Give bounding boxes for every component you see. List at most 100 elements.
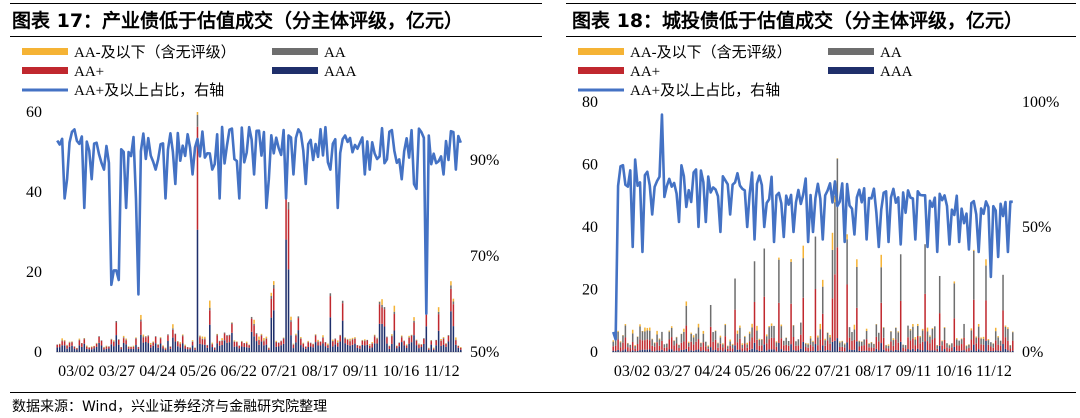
- bar-segment-aa-plus: [719, 343, 722, 351]
- bar-segment-aa-plus: [843, 347, 846, 352]
- bar-segment-aa: [381, 304, 383, 308]
- bar-segment-aa-below: [184, 344, 186, 346]
- bar-segment-aaa: [1009, 351, 1012, 352]
- bar-segment-aa: [768, 327, 770, 340]
- bar-segment-aaa: [270, 317, 273, 352]
- bar-segment-aa-below: [853, 324, 856, 330]
- bar-segment-aaa: [450, 311, 452, 352]
- bar-segment-aa-plus: [376, 339, 378, 344]
- bar-segment-aa-below: [809, 336, 812, 339]
- bar-segment-aaa: [103, 349, 105, 352]
- bar-segment-aaa: [260, 341, 263, 352]
- bar-segment-aaa: [250, 331, 253, 352]
- bar-segment-aa-plus: [285, 184, 287, 240]
- bar-segment-aa-plus: [339, 335, 341, 342]
- bar-segment-aa-plus: [990, 346, 992, 351]
- bar-segment-aaa: [890, 350, 892, 352]
- legend-label-ratio: AA+及以上占比，右轴: [74, 82, 224, 99]
- bar-segment-aaa: [678, 351, 680, 352]
- x-tick-label: 11/12: [976, 363, 1012, 380]
- bar-segment-aaa: [783, 350, 785, 352]
- x-tick-label: 06/22: [775, 363, 811, 380]
- bar-segment-aaa: [636, 350, 639, 352]
- bar-segment-aa-below: [756, 325, 758, 331]
- bar-segment-aa: [113, 341, 115, 342]
- bar-segment-aa-plus: [122, 338, 125, 343]
- bar-segment-aa-plus: [731, 348, 734, 352]
- y-left-tick-label: 80: [582, 94, 598, 111]
- bar-segment-aaa: [836, 338, 839, 352]
- bar-segment-aa: [346, 339, 349, 340]
- bar-segment-aa: [761, 339, 763, 346]
- bar-segment-aa-below: [960, 338, 963, 340]
- bar-segment-aa-plus: [206, 345, 209, 348]
- bar-segment-aaa: [741, 351, 744, 352]
- bar-segment-aaa: [351, 344, 354, 352]
- bar-segment-aaa: [304, 348, 307, 352]
- bar-segment-aa-plus: [152, 342, 154, 346]
- bar-segment-aa-plus: [1012, 340, 1014, 351]
- bar-segment-aa-plus: [700, 346, 702, 352]
- bar-segment-aaa: [386, 343, 388, 352]
- bar-segment-aa-plus: [878, 341, 880, 351]
- bar-segment-aaa: [990, 350, 992, 352]
- x-tick-label: 10/16: [383, 363, 419, 380]
- bar-segment-aa-below: [273, 281, 275, 285]
- bar-segment-aa-plus: [268, 348, 270, 350]
- bar-segment-aa-plus: [381, 307, 383, 324]
- bar-segment-aa: [223, 332, 226, 334]
- bar-segment-aaa: [878, 350, 880, 352]
- bar-segment-aa-plus: [800, 334, 802, 349]
- bar-segment-aa-below: [941, 340, 943, 342]
- bar-segment-aa-plus: [870, 347, 873, 352]
- bottom-rule: [10, 392, 1076, 393]
- bar-segment-aa-plus: [452, 304, 455, 327]
- legend-label-0: AA-及以下（含无评级）: [74, 44, 236, 61]
- bar-segment-aaa: [228, 342, 231, 352]
- x-tick-label: 09/11: [343, 363, 379, 380]
- bar-segment-aa: [209, 307, 211, 311]
- bar-segment-aa-below: [336, 340, 339, 343]
- bar-segment-aa-plus: [826, 340, 829, 351]
- x-tick-label: 06/22: [220, 363, 256, 380]
- bar-segment-aa-below: [159, 337, 162, 338]
- bar-segment-aa-plus: [189, 347, 191, 350]
- bar-segment-aaa: [904, 351, 907, 352]
- x-tick-label: 07/21: [261, 363, 297, 380]
- bar-segment-aa-below: [376, 337, 378, 339]
- bar-segment-aa: [646, 330, 649, 340]
- bar-segment-aa-plus: [726, 348, 729, 352]
- bar-segment-aa: [824, 340, 826, 346]
- bar-segment-aa-plus: [307, 342, 309, 347]
- bar-segment-aaa: [646, 349, 649, 352]
- bar-segment-aa-plus: [236, 342, 238, 347]
- bar-segment-aaa: [619, 351, 622, 352]
- bar-segment-aaa: [93, 348, 95, 352]
- bar-segment-aa: [899, 254, 902, 301]
- bar-segment-aaa: [714, 349, 717, 352]
- bar-segment-aaa: [322, 343, 324, 352]
- bar-segment-aa: [196, 114, 199, 127]
- bar-segment-aa-plus: [897, 342, 900, 351]
- bar-segment-aaa: [265, 344, 268, 352]
- bar-segment-aa-below: [778, 257, 780, 260]
- bar-segment-aaa: [127, 348, 130, 352]
- bar-segment-aaa: [885, 351, 887, 352]
- bar-segment-aa-plus: [914, 345, 917, 351]
- bar-segment-aaa: [336, 346, 339, 352]
- bar-segment-aa-plus: [651, 345, 653, 352]
- bar-segment-aa-below: [233, 340, 236, 342]
- bar-segment-aa: [692, 337, 695, 345]
- bar-segment-aa-plus: [221, 340, 223, 345]
- bar-segment-aa: [929, 336, 931, 344]
- bar-segment-aa-below: [125, 338, 127, 340]
- bar-segment-aa-plus: [428, 348, 430, 350]
- bar-segment-aa-below: [917, 323, 919, 326]
- bar-segment-aa-plus: [415, 340, 418, 346]
- bar-segment-aa-below: [839, 341, 841, 343]
- bar-segment-aaa: [778, 342, 780, 352]
- bar-segment-aa: [990, 342, 992, 347]
- bar-segment-aa-below: [373, 334, 376, 336]
- bar-segment-aa-plus: [617, 339, 619, 350]
- bar-segment-aaa: [770, 349, 773, 352]
